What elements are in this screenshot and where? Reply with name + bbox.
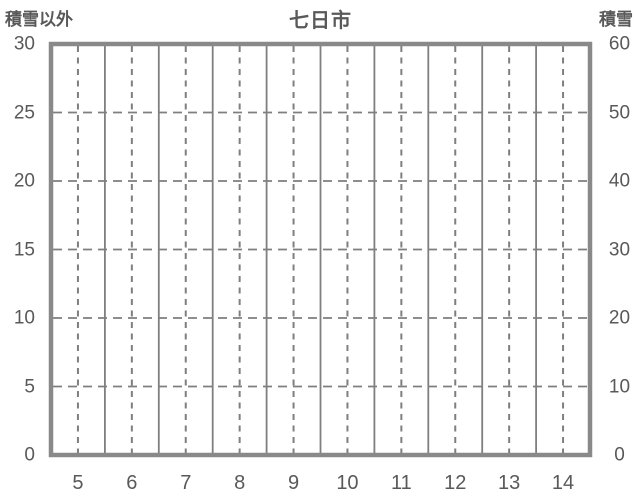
x-tick-label: 13: [498, 472, 521, 494]
y-tick-label-right: 40: [608, 170, 631, 192]
y-tick-label-right: 10: [608, 376, 631, 397]
y-tick-label-left: 20: [13, 170, 35, 192]
x-tick-label: 6: [126, 472, 138, 494]
x-tick-label: 12: [444, 472, 467, 494]
x-tick-label: 7: [180, 472, 192, 494]
x-tick-label: 8: [234, 472, 246, 494]
y-tick-label-right: 60: [608, 33, 631, 55]
x-tick-label: 11: [390, 472, 412, 494]
y-tick-label-right: 50: [608, 102, 631, 123]
y-tick-label-left: 0: [24, 444, 35, 466]
y-tick-label-right: 30: [608, 239, 631, 260]
y-tick-label-left: 30: [13, 33, 35, 55]
plot-border: [48, 41, 593, 458]
left-axis-title: 積雪以外: [5, 10, 73, 29]
x-tick-label: 9: [287, 472, 300, 494]
x-tick-label: 10: [336, 472, 359, 494]
y-tick-label-right: 20: [608, 307, 631, 329]
x-tick-label: 5: [72, 472, 84, 494]
y-tick-label-left: 5: [24, 376, 35, 397]
y-tick-label-left: 15: [13, 239, 35, 260]
y-tick-label-left: 25: [13, 102, 35, 123]
x-tick-label: 14: [551, 472, 575, 494]
y-tick-label-left: 10: [13, 307, 35, 329]
right-axis-title: 積雪: [599, 10, 633, 29]
y-tick-label-right: 0: [614, 444, 625, 466]
chart-title: 七日市: [289, 10, 352, 32]
